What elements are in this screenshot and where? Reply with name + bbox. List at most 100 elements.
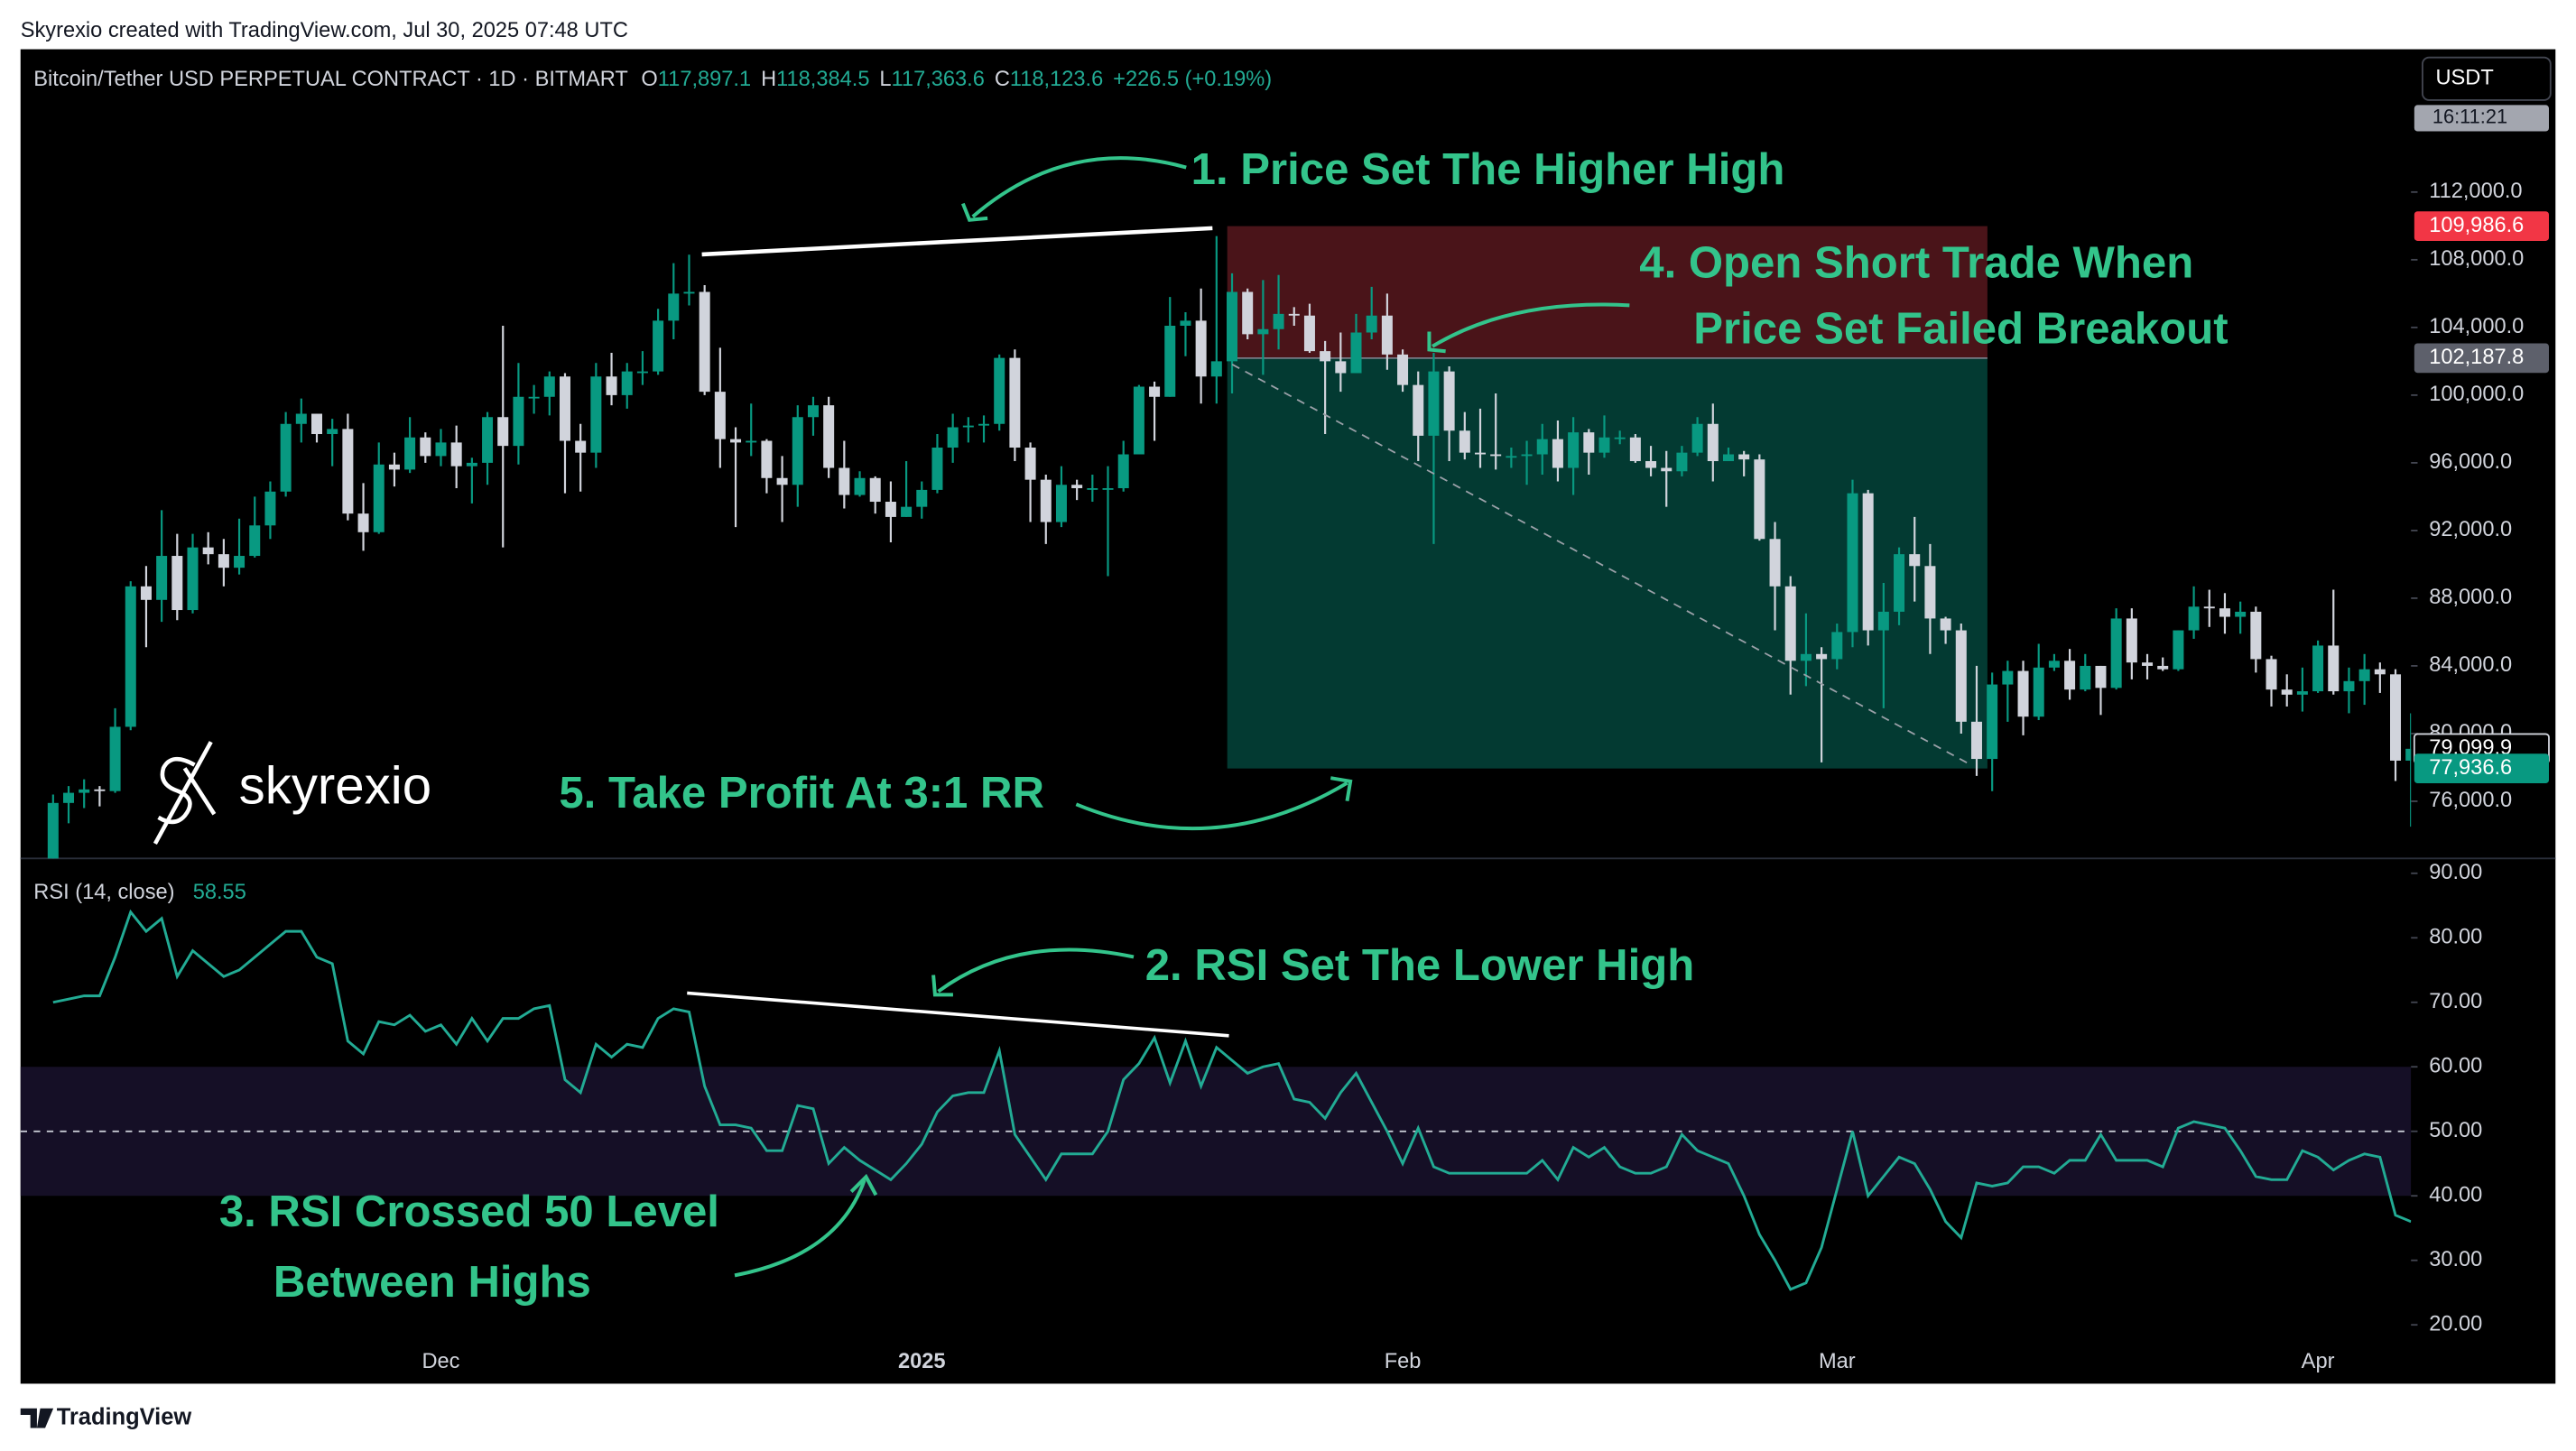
candle-body <box>1754 459 1765 540</box>
x-tick-label: Mar <box>1819 1350 1856 1373</box>
candle-body <box>2281 689 2293 695</box>
candle-body <box>482 417 494 463</box>
y-tick-label: 92,000.0 <box>2429 518 2512 541</box>
candle-body <box>931 448 943 490</box>
y-tick-label: 20.00 <box>2429 1312 2482 1335</box>
price-tag <box>2414 753 2549 784</box>
rsi-pane <box>20 909 2412 1291</box>
y-tick-label: 84,000.0 <box>2429 653 2512 677</box>
candle-body <box>1552 439 1563 468</box>
candle-body <box>1490 454 1502 457</box>
candle-body <box>575 440 587 453</box>
candle-body <box>1816 653 1828 660</box>
candle-body <box>683 291 695 294</box>
y-tick-label: 40.00 <box>2429 1183 2482 1206</box>
annotation: 3. RSI Crossed 50 Level <box>219 1188 719 1236</box>
annotation: 4. Open Short Trade When <box>1639 239 2193 288</box>
candle-body <box>264 491 276 526</box>
candle-body <box>2110 618 2122 689</box>
candle-body <box>1583 432 1595 453</box>
candle-body <box>1320 351 1331 362</box>
price-tag-label: 77,936.6 <box>2429 756 2512 780</box>
candle-body <box>1800 653 1812 661</box>
candle-body <box>776 477 788 485</box>
currency-label[interactable]: USDT <box>2435 67 2493 90</box>
arrow <box>1075 781 1348 831</box>
y-tick-label: 60.00 <box>2429 1054 2482 1077</box>
candle-body <box>869 477 881 503</box>
candle-body <box>435 442 447 457</box>
candle-body <box>1645 461 1657 468</box>
candle-body <box>2235 611 2247 617</box>
position-path <box>1231 364 1972 766</box>
candle-body <box>823 405 835 468</box>
y-tick-label: 76,000.0 <box>2429 789 2512 812</box>
candle-body <box>2343 680 2355 692</box>
brand-icon <box>157 757 196 825</box>
candle-body <box>156 556 168 600</box>
footer-logo <box>20 1408 54 1428</box>
y-tick-label: 88,000.0 <box>2429 586 2512 609</box>
rsi-line <box>52 909 2412 1291</box>
countdown: 16:11:21 <box>2432 106 2507 128</box>
x-tick-label: Dec <box>422 1350 459 1373</box>
candle-body <box>295 413 307 424</box>
y-tick-label: 96,000.0 <box>2429 450 2512 474</box>
candle-body <box>140 586 152 600</box>
candle-body <box>606 376 617 395</box>
candle-body <box>1443 371 1455 431</box>
candle-body <box>2250 611 2262 660</box>
candle-body <box>357 513 369 532</box>
arrow-head <box>960 202 988 222</box>
currency-button[interactable] <box>2422 56 2552 101</box>
candle-body <box>1040 479 1052 522</box>
candle-body <box>1459 430 1470 453</box>
candle-body <box>2374 669 2386 675</box>
symbol: Bitcoin/Tether USD PERPETUAL CONTRACT · … <box>33 68 628 91</box>
arrow-head <box>931 975 953 997</box>
y-tick-label: 100,000.0 <box>2429 383 2524 406</box>
candle-body <box>590 376 602 453</box>
candle-body <box>1707 423 1719 462</box>
arrow-head <box>1427 331 1446 354</box>
candle-body <box>94 789 106 791</box>
candle-body <box>1909 554 1921 567</box>
candle-body <box>1102 488 1114 490</box>
candle-body <box>1894 554 1905 612</box>
candle-body <box>171 556 183 611</box>
legend-value: 117,897.1 <box>658 68 751 91</box>
arrow-head <box>1330 776 1353 802</box>
y-tick-label: 104,000.0 <box>2429 315 2524 338</box>
candle-body <box>1024 448 1036 480</box>
legend-value: 117,363.6 <box>892 68 985 91</box>
candle-body <box>653 320 664 372</box>
candle-body <box>839 467 850 495</box>
candle-body <box>1506 456 1517 458</box>
candle-body <box>2266 659 2277 690</box>
candle-body <box>1661 467 1673 472</box>
y-tick-label: 112,000.0 <box>2429 180 2522 203</box>
y-tick-label: 80.00 <box>2429 926 2482 949</box>
candle-body <box>1521 454 1533 457</box>
candle-body <box>2405 748 2412 761</box>
candle-body <box>249 525 261 557</box>
overlay: Bitcoin/Tether USD PERPETUAL CONTRACT · … <box>33 56 2552 904</box>
candle-body <box>528 396 540 399</box>
price-tag <box>2414 343 2549 374</box>
candle-body <box>47 802 59 859</box>
candle-body <box>962 425 974 428</box>
candle-body <box>497 417 509 447</box>
legend-key: H <box>761 68 776 91</box>
legend-value: 118,384.5 <box>776 68 869 91</box>
candle-body <box>668 293 680 321</box>
candle-body <box>234 556 246 568</box>
header-text: Skyrexio created with TradingView.com, J… <box>21 19 628 42</box>
candle-body <box>1738 454 1750 460</box>
x-tick-label: 2025 <box>898 1350 946 1373</box>
countdown-box <box>2414 105 2549 132</box>
candle-body <box>450 442 462 467</box>
candle-body <box>388 464 400 470</box>
x-tick-label: Apr <box>2302 1350 2335 1373</box>
candle-body <box>1055 485 1067 522</box>
chart-title: Bitcoin/Tether USD PERPETUAL CONTRACT · … <box>33 68 1272 91</box>
